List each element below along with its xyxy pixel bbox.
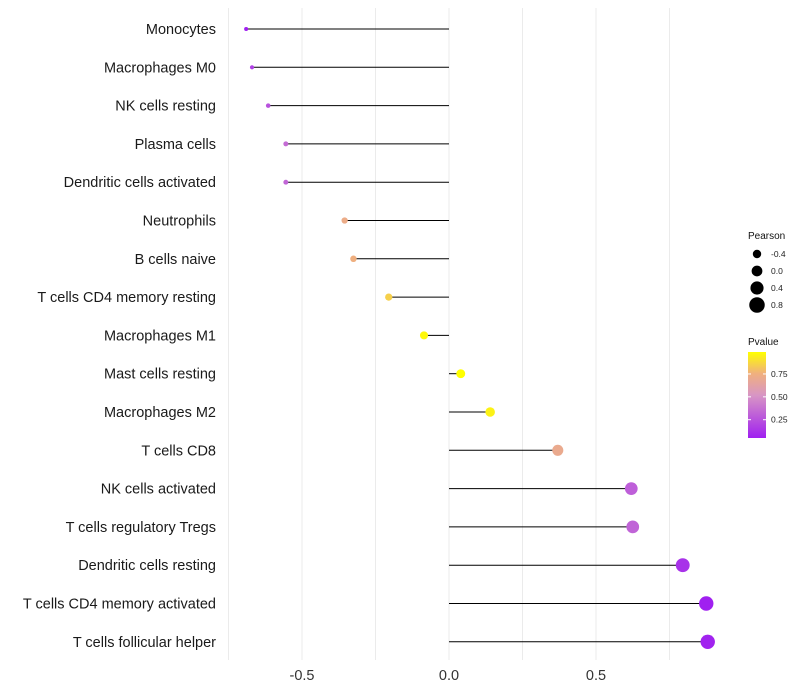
lollipop-point [244, 26, 249, 32]
lollipop-point [700, 634, 715, 650]
lollipop-point [385, 293, 393, 301]
category-label: NK cells resting [115, 99, 216, 115]
lollipop-points [244, 26, 715, 650]
category-label: Macrophages M2 [104, 405, 216, 421]
category-label: Macrophages M1 [104, 328, 216, 344]
grid-lines [228, 8, 670, 660]
lollipop-point [265, 103, 271, 108]
size-legend-key [751, 265, 763, 277]
lollipop-point [283, 179, 289, 185]
x-tick-label: 0.0 [439, 668, 459, 684]
color-legend-gradient-bar [748, 352, 766, 438]
lollipop-point [485, 407, 495, 417]
color-legend-label: 0.75 [771, 369, 788, 379]
lollipop-point [626, 520, 640, 534]
lollipop-point [456, 369, 466, 379]
color-legend-title: Pvalue [748, 337, 779, 348]
color-legend-label: 0.25 [771, 415, 788, 425]
lollipop-point [341, 217, 348, 224]
lollipop-point [624, 482, 638, 495]
lollipop-point [283, 141, 289, 147]
color-legend: Pvalue 0.75 0.50 0.25 [748, 337, 788, 438]
category-label: Mast cells resting [104, 367, 216, 383]
size-legend-label: -0.4 [771, 249, 786, 259]
size-legend-title: Pearson [748, 231, 785, 242]
size-legend-label: 0.8 [771, 300, 783, 310]
category-label: Dendritic cells activated [64, 175, 216, 191]
category-label: T cells CD4 memory activated [23, 597, 216, 613]
category-label: T cells CD4 memory resting [37, 290, 216, 306]
category-label: T cells follicular helper [73, 635, 216, 651]
category-label: Plasma cells [135, 137, 216, 153]
x-tick-label: 0.5 [586, 668, 606, 684]
lollipop-stems [246, 28, 708, 643]
lollipop-point [350, 255, 357, 263]
size-legend-label: 0.4 [771, 283, 783, 293]
size-legend: Pearson -0.4 0.0 0.4 0.8 [748, 231, 786, 313]
category-label: Monocytes [146, 22, 216, 38]
color-legend-label: 0.50 [771, 392, 788, 402]
size-legend-label: 0.0 [771, 266, 783, 276]
size-legend-key [750, 281, 764, 295]
category-label: Dendritic cells resting [78, 558, 216, 574]
category-label: Macrophages M0 [104, 60, 216, 76]
lollipop-point [552, 444, 564, 456]
size-legend-key [752, 249, 762, 259]
category-label: NK cells activated [101, 482, 216, 498]
size-legend-key [749, 297, 765, 313]
lollipop-point [249, 65, 255, 70]
x-tick-label: -0.5 [290, 668, 315, 684]
lollipop-point [699, 596, 714, 611]
category-label: T cells CD8 [141, 443, 216, 459]
category-label: T cells regulatory Tregs [66, 520, 216, 536]
lollipop-point [675, 558, 690, 573]
category-labels: Monocytes Macrophages M0 NK cells resting P… [23, 22, 216, 651]
category-label: Neutrophils [143, 214, 216, 230]
x-axis-ticks: -0.5 0.0 0.5 [290, 668, 607, 684]
lollipop-point [419, 331, 429, 340]
category-label: B cells naive [135, 252, 216, 268]
